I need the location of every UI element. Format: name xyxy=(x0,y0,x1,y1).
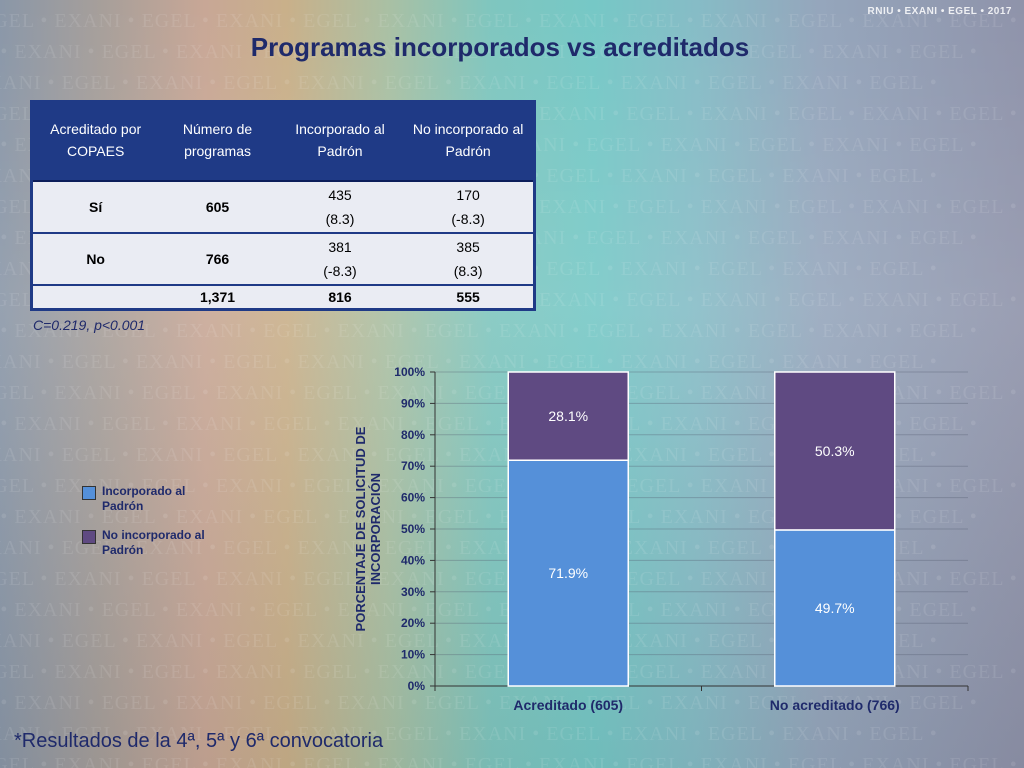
data-label: 28.1% xyxy=(548,408,588,424)
total-incorporated: 816 xyxy=(276,285,404,311)
total-not-incorporated: 555 xyxy=(403,285,535,311)
incorporated-residual: (8.3) xyxy=(325,211,355,227)
y-tick-label: 90% xyxy=(401,396,425,410)
incorporated-residual: (-8.3) xyxy=(323,263,357,279)
row-label: Sí xyxy=(31,181,159,234)
y-tick-label: 70% xyxy=(401,459,425,473)
legend-label: No incorporado al Padrón xyxy=(102,528,205,557)
bar-segment xyxy=(507,459,629,687)
table-row: No 766 381 (-8.3) 385 (8.3) xyxy=(31,233,535,286)
y-tick-label: 10% xyxy=(401,648,425,662)
table-header-incorporated: Incorporado al Padrón xyxy=(276,100,404,182)
y-tick-label: 30% xyxy=(401,585,425,599)
watermark-row: EGEL • EXANI • EGEL • EXANI • EGEL • EXA… xyxy=(0,72,938,94)
row-count: 766 xyxy=(158,233,277,286)
row-count: 605 xyxy=(158,181,277,234)
footnote: *Resultados de la 4ª, 5ª y 6ª convocator… xyxy=(14,730,384,752)
y-tick-label: 60% xyxy=(401,491,425,505)
x-tick-label: Acreditado (605) xyxy=(513,697,623,713)
legend-swatch-not-incorporated xyxy=(82,530,96,544)
data-label: 50.3% xyxy=(815,443,855,459)
row-incorporated: 435 (8.3) xyxy=(276,181,404,234)
watermark-row: EGEL • EXANI • EGEL • EXANI • EGEL • EXA… xyxy=(0,754,1018,768)
bar-segment xyxy=(507,371,629,461)
legend-item: Incorporado al Padrón xyxy=(82,484,212,514)
table-header-not-incorporated: No incorporado al Padrón xyxy=(403,100,535,182)
table-header-programs: Número de programas xyxy=(158,100,277,182)
row-label: No xyxy=(31,233,159,286)
slide-title: Programas incorporados vs acreditados xyxy=(250,32,750,62)
contingency-table: Acreditado por COPAES Número de programa… xyxy=(30,100,536,311)
incorporated-count: 381 xyxy=(328,239,352,255)
total-count: 1,371 xyxy=(158,285,277,311)
table-total-row: 1,371 816 555 xyxy=(31,285,535,311)
bar-segment xyxy=(774,371,896,531)
legend-label: Incorporado al Padrón xyxy=(102,484,186,513)
y-tick-label: 100% xyxy=(394,365,425,379)
row-not-incorporated: 170 (-8.3) xyxy=(403,181,535,234)
y-tick-label: 40% xyxy=(401,553,425,567)
y-tick-label: 80% xyxy=(401,428,425,442)
table-row: Sí 605 435 (8.3) 170 (-8.3) xyxy=(31,181,535,234)
watermark-row: EGEL • EXANI • EGEL • EXANI • EGEL • EXA… xyxy=(0,10,1018,32)
data-label: 49.7% xyxy=(815,600,855,616)
y-tick-label: 20% xyxy=(401,616,425,630)
not-incorporated-residual: (-8.3) xyxy=(451,211,485,227)
total-label xyxy=(31,285,159,311)
legend-item: No incorporado al Padrón xyxy=(82,528,212,558)
chart-legend: Incorporado al Padrón No incorporado al … xyxy=(82,484,212,572)
y-axis-title: INCORPORACIÓN xyxy=(368,473,383,585)
not-incorporated-count: 170 xyxy=(456,187,480,203)
data-label: 71.9% xyxy=(548,565,588,581)
x-tick-label: No acreditado (766) xyxy=(770,697,900,713)
stacked-bar-chart: 0% 10% 20% 30% 40% 50% 60% 70% 80% 90% 100% 71.9% 28… xyxy=(353,365,969,713)
statistics-note: C=0.219, p<0.001 xyxy=(33,317,146,333)
not-incorporated-residual: (8.3) xyxy=(453,263,483,279)
incorporated-count: 435 xyxy=(328,187,352,203)
row-not-incorporated: 385 (8.3) xyxy=(403,233,535,286)
y-axis-title: PORCENTAJE DE SOLICITUD DE xyxy=(353,426,368,631)
watermark-row: EGEL • EXANI • EGEL • EXANI • EGEL • EXA… xyxy=(0,320,978,342)
bar-segment xyxy=(774,529,896,687)
y-tick-label: 0% xyxy=(408,679,426,693)
y-tick-label: 50% xyxy=(401,522,425,536)
brand-label: RNIU • EXANI • EGEL • 2017 xyxy=(867,6,1012,17)
legend-swatch-incorporated xyxy=(82,486,96,500)
row-incorporated: 381 (-8.3) xyxy=(276,233,404,286)
table-header-accredited: Acreditado por COPAES xyxy=(31,100,159,182)
not-incorporated-count: 385 xyxy=(456,239,480,255)
